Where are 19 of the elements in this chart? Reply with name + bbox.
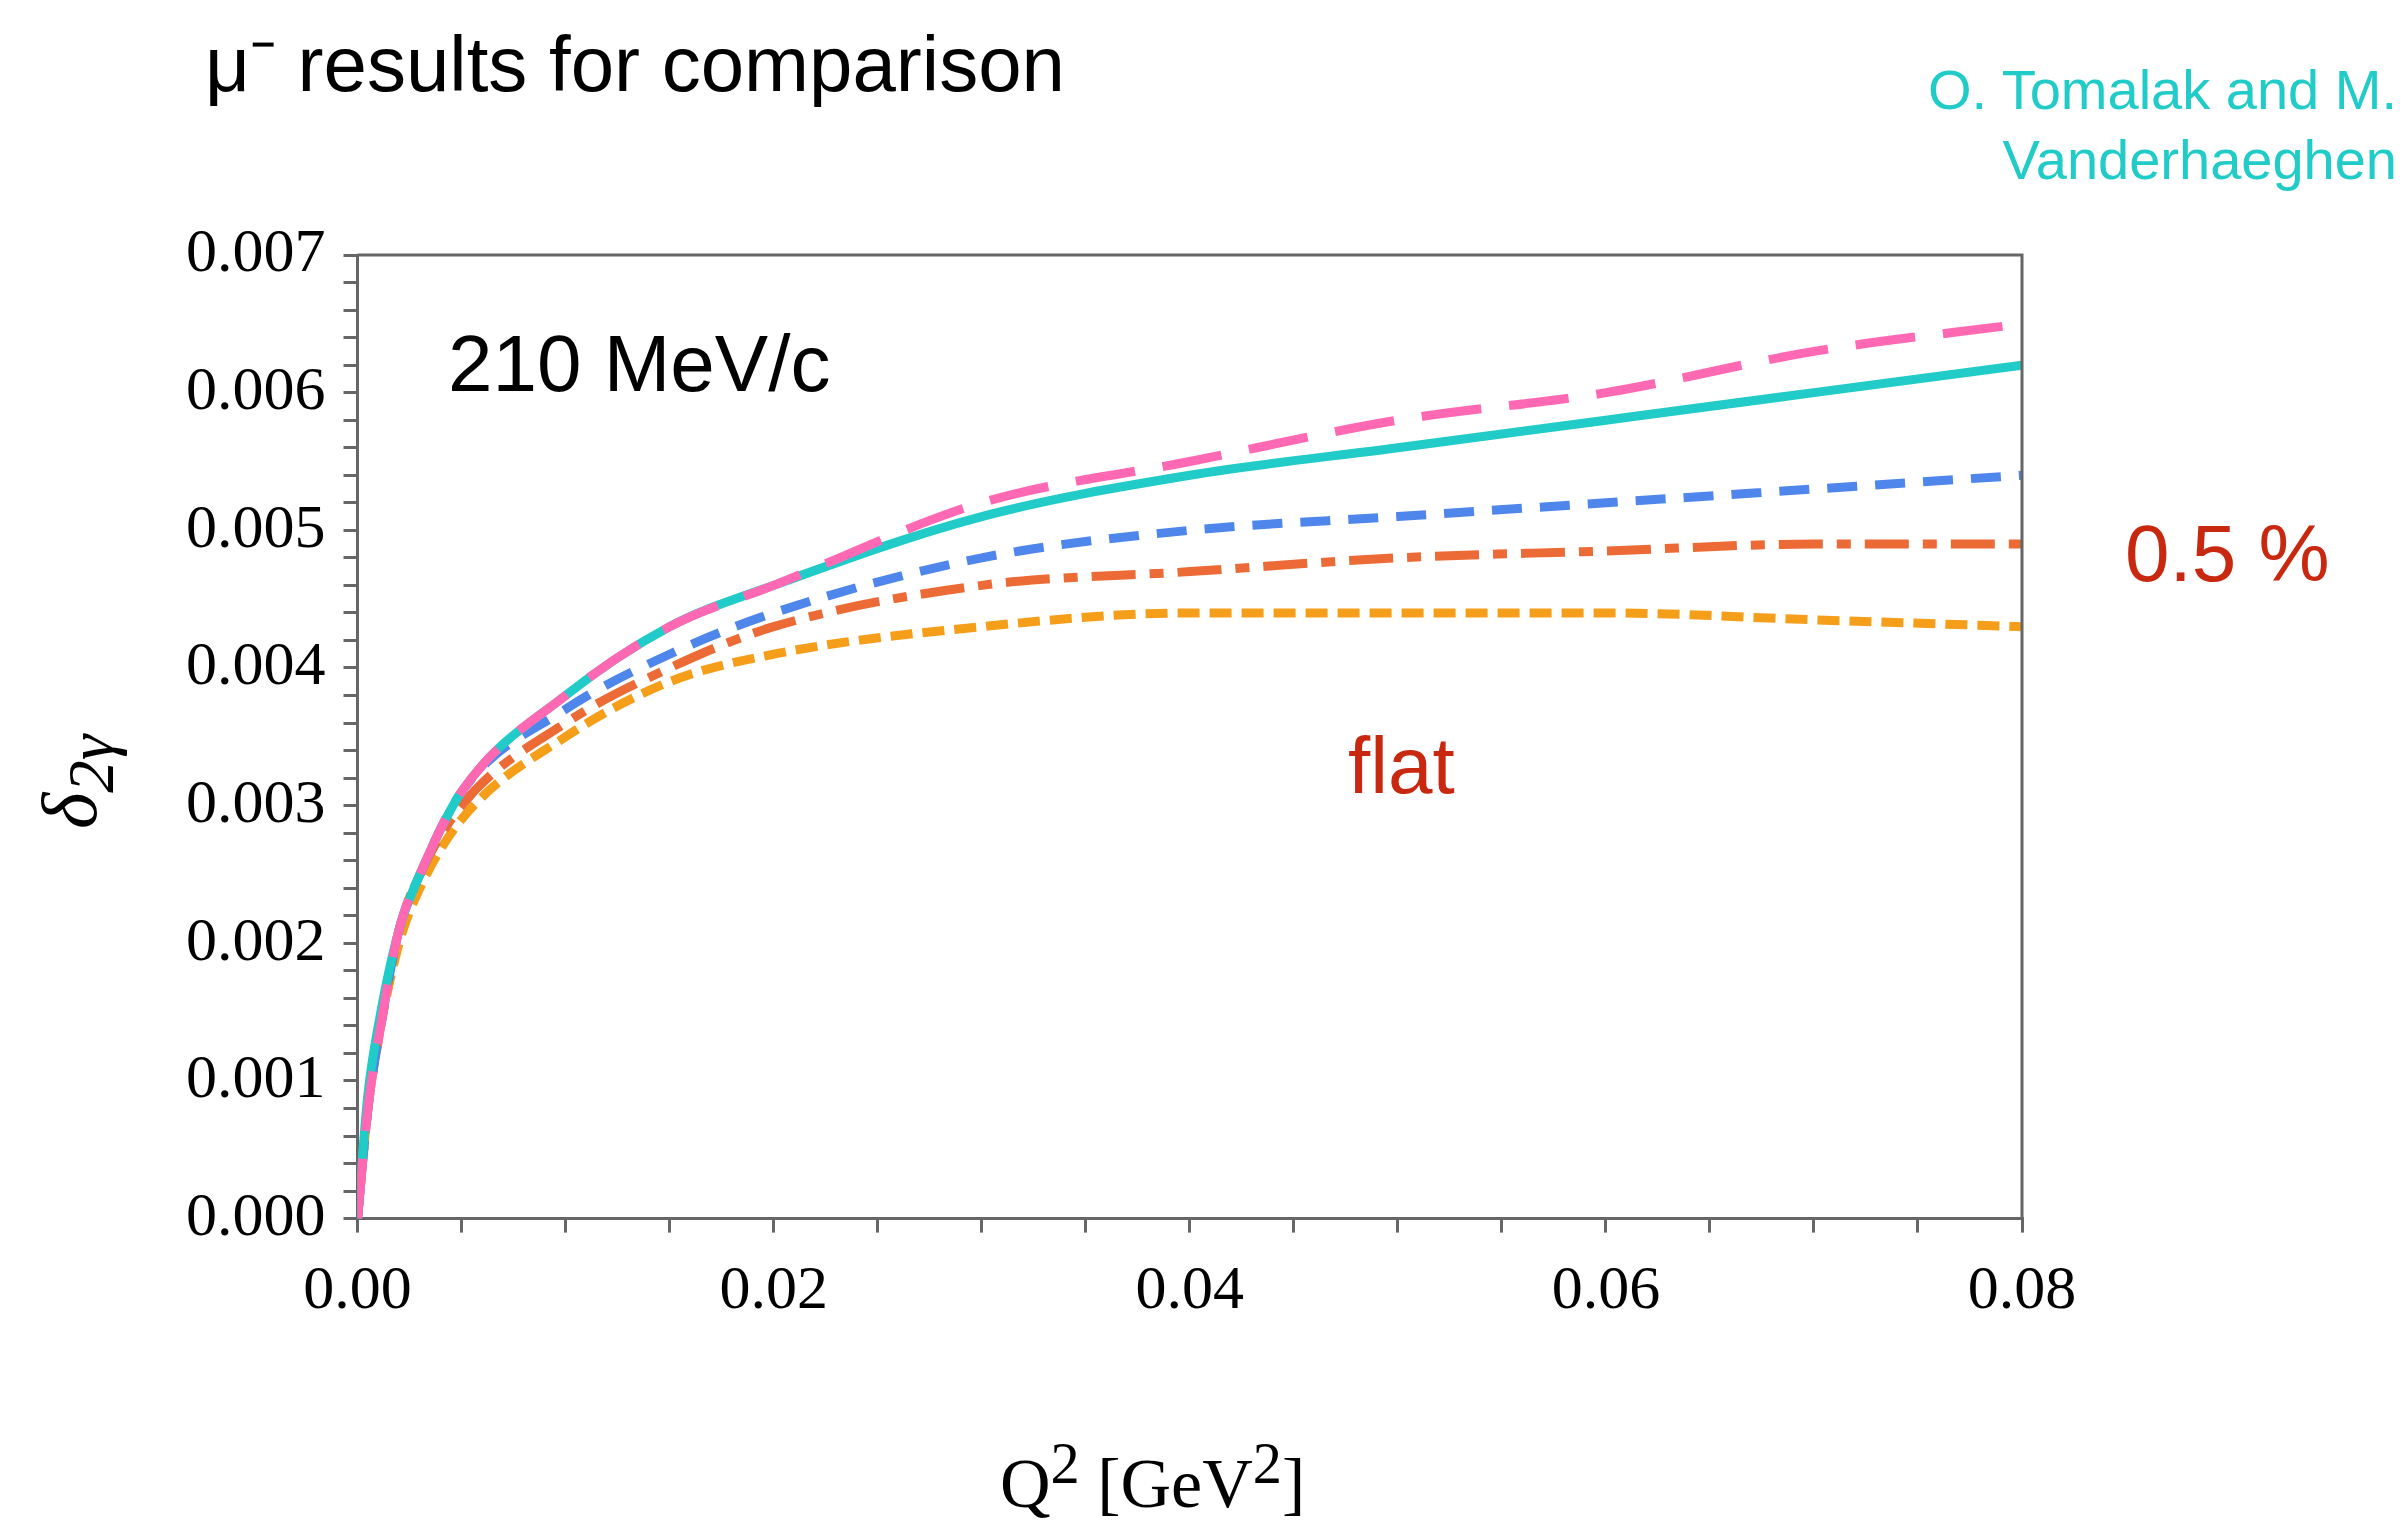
text: O. Tomalak and M. Vanderhaeghen: [1927, 57, 2397, 193]
y-tick-label: 0.002: [186, 904, 326, 973]
y-tick-label: 0.005: [186, 491, 326, 560]
annotation: flat: [1348, 720, 1455, 812]
annotation: 210 MeV/c: [448, 318, 831, 410]
y-tick-label: 0.004: [186, 629, 326, 698]
x-tick-label: 0.04: [1135, 1253, 1244, 1322]
y-tick-label: 0.006: [186, 353, 326, 422]
x-tick-label: 0.00: [303, 1253, 412, 1322]
y-tick-label: 0.000: [186, 1179, 326, 1248]
x-tick-label: 0.06: [1551, 1253, 1661, 1322]
x-tick-label: 0.02: [719, 1253, 828, 1322]
y-tick-label: 0.001: [186, 1042, 326, 1111]
y-tick-label: 0.003: [186, 766, 326, 835]
text: 0.5 %: [2125, 508, 2330, 600]
x-axis-title: Q$^{2}$ [GeV$^{2}$]: [1000, 1430, 1306, 1525]
x-tick-label: 0.08: [1967, 1253, 2077, 1322]
chart-title: μ⁻ results for comparison: [205, 19, 1065, 110]
y-tick-label: 0.007: [186, 216, 326, 285]
